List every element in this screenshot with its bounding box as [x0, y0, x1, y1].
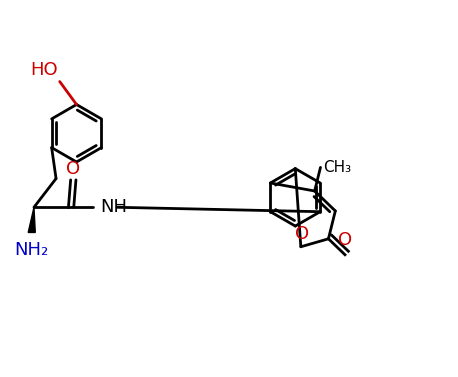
Text: NH₂: NH₂	[15, 241, 49, 259]
Text: NH: NH	[100, 198, 127, 216]
Text: O: O	[338, 231, 352, 250]
Polygon shape	[28, 207, 35, 233]
Text: HO: HO	[30, 61, 58, 79]
Text: O: O	[294, 225, 309, 243]
Text: CH₃: CH₃	[323, 160, 352, 175]
Text: O: O	[66, 160, 80, 178]
